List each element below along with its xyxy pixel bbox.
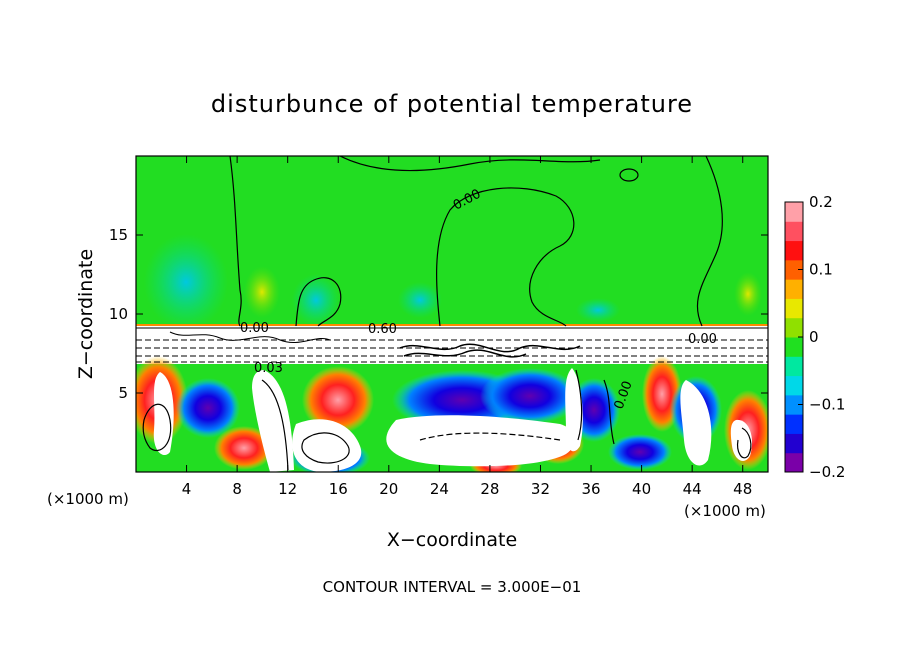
- colorbar-swatch: [785, 337, 803, 357]
- colorbar-swatch: [785, 202, 803, 222]
- contour-label: 0.00: [688, 332, 717, 347]
- contour-label: 0.60: [368, 322, 397, 337]
- x-axis: 4 8 12 16 20 24 28 32 36 40 44 48: [182, 156, 752, 498]
- contour-line: [419, 432, 561, 441]
- neutral-region: [252, 370, 294, 472]
- y-axis: 5 10 15: [109, 226, 768, 402]
- contour-line: [261, 379, 289, 471]
- contour-line: [696, 156, 723, 327]
- colorbar-swatch: [785, 259, 803, 280]
- y-axis-title: Z−coordinate: [75, 249, 97, 379]
- upper-cyan-anomaly: [398, 282, 442, 318]
- x-unit-label: (×1000 m): [684, 502, 766, 520]
- colorbar-swatch: [785, 221, 803, 242]
- colorbar-swatch: [785, 375, 803, 396]
- x-axis-title: X−coordinate: [387, 529, 517, 551]
- cold-anomaly: [480, 368, 580, 424]
- neutral-region: [386, 415, 576, 467]
- tropopause-lines: [136, 324, 768, 363]
- x-tick-label: 44: [683, 480, 702, 498]
- colorbar-tick-label: −0.1: [809, 396, 845, 414]
- warm-anomaly: [302, 366, 374, 434]
- y-tick-label: 15: [109, 226, 128, 244]
- upper-yellow-anomaly: [244, 266, 280, 318]
- contour-line: [295, 277, 342, 327]
- lower-anomalies: [136, 356, 768, 472]
- turbulent-contours: [403, 349, 527, 358]
- contour-line: [603, 379, 615, 445]
- neutral-region: [565, 368, 583, 452]
- x-tick-label: 16: [329, 480, 348, 498]
- x-tick-label: 48: [733, 480, 752, 498]
- x-tick-label: 12: [278, 480, 297, 498]
- colorbar-tick-label: 0.2: [809, 193, 833, 211]
- colorbar-swatch: [785, 452, 803, 473]
- turbulent-contours: [399, 343, 581, 353]
- contour-line: [435, 187, 575, 327]
- x-tick-label: 24: [430, 480, 449, 498]
- upper-cyan-anomaly: [292, 274, 340, 326]
- y-tick-label: 5: [118, 384, 128, 402]
- colorbar: 0.2 0.1 0 −0.1 −0.2: [784, 193, 845, 481]
- contour-lines: [142, 156, 752, 471]
- colorbar-tick-label: −0.2: [809, 463, 845, 481]
- colorbar-swatch: [785, 433, 803, 454]
- y-tick-label: 10: [109, 305, 128, 323]
- colorbar-swatch: [785, 240, 803, 261]
- warm-anomaly: [214, 426, 274, 470]
- colorbar-swatch: [785, 394, 803, 415]
- chart-title: disturbunce of potential temperature: [211, 90, 693, 118]
- x-tick-label: 4: [182, 480, 192, 498]
- x-tick-label: 20: [379, 480, 398, 498]
- colorbar-swatch: [785, 279, 803, 299]
- y-unit-label: (×1000 m): [47, 490, 129, 508]
- x-tick-label: 40: [632, 480, 651, 498]
- plot-area: 0.00 0.60 0.00 0.03 0.00 0.00: [136, 156, 768, 472]
- contour-line: [339, 156, 601, 172]
- colorbar-swatch: [785, 298, 803, 319]
- cold-anomaly: [608, 434, 672, 470]
- contour-line: [575, 369, 583, 441]
- contour-label: 0.03: [254, 361, 283, 376]
- contour-line: [301, 432, 350, 464]
- contour-line: [737, 427, 752, 459]
- contour-line: [142, 403, 172, 451]
- x-tick-label: 8: [232, 480, 242, 498]
- colorbar-tick-label: 0.1: [809, 261, 833, 279]
- colorbar-swatch: [785, 414, 803, 434]
- upper-cyan-anomaly: [576, 298, 620, 322]
- colorbar-swatch: [785, 317, 803, 338]
- tropopause-band: [136, 326, 768, 364]
- contour-line: [229, 156, 242, 327]
- colorbar-swatch: [785, 356, 803, 377]
- contour-interval-caption: CONTOUR INTERVAL = 3.000E−01: [323, 578, 582, 596]
- contour-label: 0.00: [240, 321, 269, 336]
- x-tick-label: 32: [531, 480, 550, 498]
- upper-anomalies: [144, 234, 762, 330]
- turbulent-contours: [169, 331, 331, 344]
- upper-yellow-anomaly: [734, 272, 762, 316]
- upper-cyan-anomaly: [144, 234, 228, 330]
- neutral-region: [153, 372, 174, 456]
- x-tick-label: 36: [581, 480, 600, 498]
- cold-anomaly: [176, 378, 240, 438]
- upper-field: [136, 156, 768, 326]
- x-tick-label: 28: [480, 480, 499, 498]
- neutral-region: [680, 380, 712, 466]
- contour-labels: 0.00 0.60 0.00 0.03 0.00 0.00: [240, 187, 717, 412]
- neutral-region: [730, 419, 753, 461]
- contour-ring: [619, 168, 639, 182]
- colorbar-tick-label: 0: [809, 328, 819, 346]
